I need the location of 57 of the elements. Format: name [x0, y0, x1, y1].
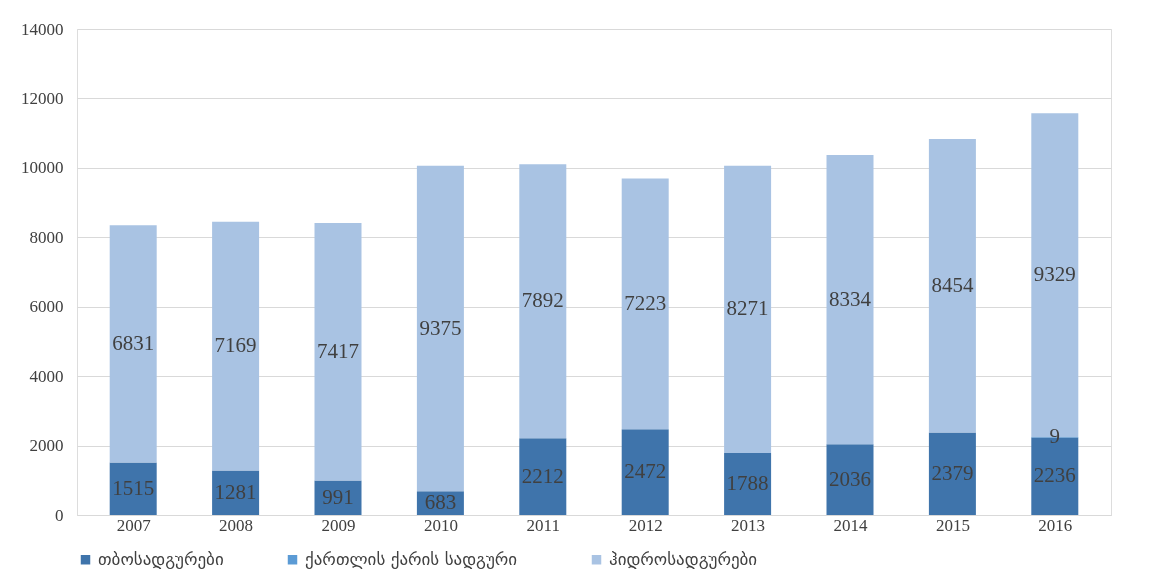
- data-label: 8334: [829, 286, 872, 311]
- bar: [109, 462, 157, 515]
- data-label: 6831: [112, 330, 155, 355]
- x-tick-label: 2007: [116, 515, 152, 535]
- x-tick-label: 2016: [1038, 515, 1073, 535]
- x-tick-label: 2013: [731, 515, 766, 535]
- bar: [928, 138, 976, 433]
- y-tick-label: 0: [55, 505, 64, 525]
- data-label: 1281: [214, 479, 257, 504]
- bar: [724, 452, 772, 515]
- data-label: 2379: [931, 460, 974, 485]
- data-label: 2236: [1033, 463, 1076, 488]
- data-label: 7223: [624, 290, 667, 315]
- data-label: 9329: [1033, 262, 1076, 287]
- bar: [314, 223, 362, 481]
- data-label: 7169: [214, 333, 257, 358]
- data-label: 1515: [112, 475, 155, 500]
- x-tick-label: 2009: [321, 515, 356, 535]
- y-tick-label: 6000: [29, 297, 64, 317]
- y-tick-label: 10000: [21, 158, 64, 178]
- legend-label: თბოსადგურები: [98, 548, 224, 569]
- bar: [416, 165, 464, 492]
- bar: [109, 225, 157, 463]
- x-tick-label: 2012: [628, 515, 663, 535]
- legend-label: ქართლის ქარის სადგური: [305, 548, 518, 569]
- data-label: 683: [424, 490, 457, 515]
- bar: [826, 155, 874, 445]
- legend-label: ჰიდროსადგურები: [609, 548, 758, 569]
- bar: [519, 164, 567, 439]
- data-label: 7417: [317, 338, 359, 363]
- data-label: 8271: [726, 296, 769, 321]
- y-tick-label: 12000: [21, 88, 64, 108]
- data-label: 9: [1049, 424, 1061, 449]
- bar: [724, 165, 772, 453]
- data-label: 7892: [521, 288, 564, 313]
- bar: [826, 444, 874, 515]
- x-tick-label: 2015: [935, 515, 970, 535]
- data-label: 2472: [624, 459, 667, 484]
- data-label: 9375: [419, 315, 462, 340]
- bar: [212, 221, 260, 471]
- data-label: 991: [322, 484, 354, 509]
- bar: [621, 178, 669, 430]
- y-tick-label: 8000: [29, 227, 64, 247]
- data-label: 2036: [829, 466, 871, 491]
- x-tick-label: 2008: [219, 515, 254, 535]
- data-label: 8454: [931, 272, 974, 297]
- y-tick-label: 2000: [29, 436, 64, 456]
- data-label: 2212: [521, 463, 564, 488]
- bar: [621, 429, 669, 515]
- x-tick-label: 2014: [833, 515, 868, 535]
- x-tick-label: 2011: [526, 515, 560, 535]
- data-label: 1788: [726, 470, 769, 495]
- x-tick-label: 2010: [423, 515, 458, 535]
- bar: [928, 432, 976, 515]
- bar: [519, 438, 567, 515]
- y-tick-label: 4000: [29, 366, 64, 386]
- y-tick-label: 14000: [21, 19, 64, 39]
